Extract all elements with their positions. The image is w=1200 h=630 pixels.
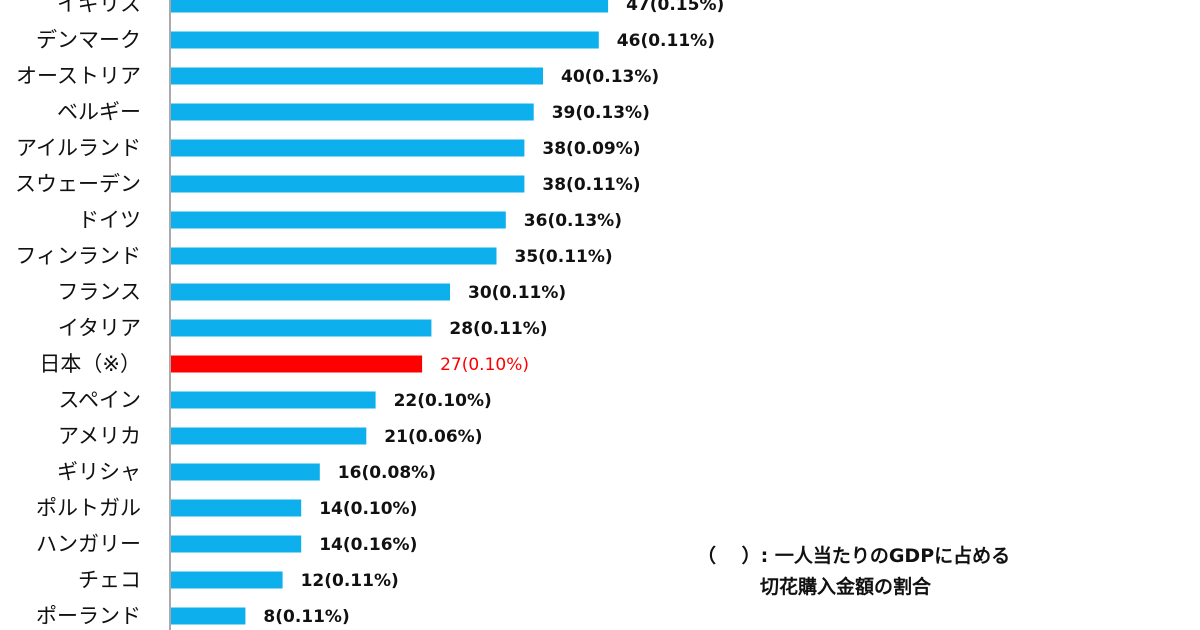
category-labels-group: イギリスデンマークオーストリアベルギーアイルランドスウェーデンドイツフィンランド…	[15, 0, 141, 628]
category-label: フランス	[57, 280, 141, 304]
data-label: 16(0.08%)	[338, 463, 436, 483]
category-label: スペイン	[58, 388, 141, 412]
category-label: フィンランド	[15, 244, 141, 268]
bar	[171, 175, 525, 193]
bar	[171, 319, 432, 337]
bar	[171, 31, 599, 49]
bar	[171, 67, 543, 85]
data-label: 14(0.16%)	[319, 535, 417, 555]
data-label: 35(0.11%)	[515, 247, 613, 267]
data-label: 39(0.13%)	[552, 103, 650, 123]
bar	[171, 139, 525, 157]
category-label: ハンガリー	[36, 532, 141, 556]
data-label: 27(0.10%)	[440, 355, 529, 375]
data-label: 40(0.13%)	[561, 67, 659, 87]
data-label: 28(0.11%)	[449, 319, 547, 339]
bar	[171, 427, 367, 445]
bar	[171, 0, 609, 13]
category-label: ポーランド	[36, 604, 141, 628]
bar	[171, 247, 497, 265]
bar	[171, 535, 302, 553]
legend-note-line1: （ ）: 一人当たりのGDPに占める	[697, 545, 1011, 567]
category-label: デンマーク	[36, 28, 141, 52]
category-label: 日本（※）	[39, 352, 141, 376]
data-label: 8(0.11%)	[263, 607, 349, 627]
data-label: 36(0.13%)	[524, 211, 622, 231]
bar	[171, 283, 450, 301]
data-label: 21(0.06%)	[384, 427, 482, 447]
bar	[171, 355, 423, 373]
category-label: ポルトガル	[36, 496, 141, 520]
data-label: 12(0.11%)	[301, 571, 399, 591]
data-label: 22(0.10%)	[394, 391, 492, 411]
category-label: ベルギー	[57, 100, 141, 124]
category-label: アイルランド	[16, 136, 141, 160]
bar	[171, 571, 283, 589]
bar	[171, 607, 246, 625]
category-label: チェコ	[78, 568, 141, 592]
value-labels-group: 47(0.15%) 46(0.11%) 40(0.13%) 39(0.13%) 38(0…	[263, 0, 724, 627]
bars-group	[171, 0, 609, 625]
bar	[171, 499, 302, 517]
data-label: 30(0.11%)	[468, 283, 566, 303]
category-label: ギリシャ	[57, 460, 141, 484]
bar	[171, 463, 320, 481]
category-label: アメリカ	[58, 424, 141, 448]
data-label: 38(0.11%)	[542, 175, 640, 195]
data-label: 14(0.10%)	[319, 499, 417, 519]
category-label: イタリア	[58, 316, 141, 340]
data-label: 38(0.09%)	[542, 139, 640, 159]
category-label: ドイツ	[78, 208, 141, 232]
data-label: 46(0.11%)	[617, 31, 715, 51]
bar	[171, 391, 376, 409]
bar	[171, 103, 534, 121]
bar	[171, 211, 506, 229]
category-label: スウェーデン	[15, 172, 141, 196]
legend-note-line2: 切花購入金額の割合	[760, 576, 932, 598]
category-label: オーストリア	[16, 64, 141, 88]
data-label: 47(0.15%)	[626, 0, 724, 15]
category-label: イギリス	[57, 0, 141, 16]
